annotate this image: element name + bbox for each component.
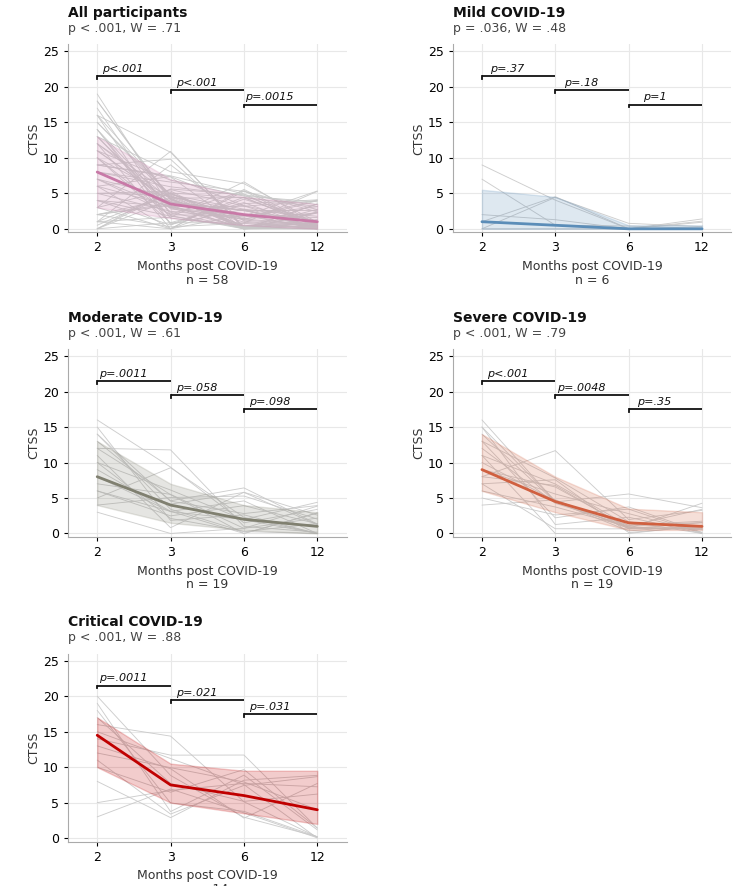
Text: p<.001: p<.001 [103, 64, 143, 74]
Text: p=.35: p=.35 [637, 397, 672, 408]
Text: n = 58: n = 58 [186, 274, 228, 287]
Text: p=.098: p=.098 [249, 397, 290, 408]
X-axis label: Months post COVID-19: Months post COVID-19 [137, 869, 277, 882]
Text: p < .001, W = .71: p < .001, W = .71 [68, 22, 181, 35]
Text: p=.058: p=.058 [176, 383, 217, 393]
Text: n = 19: n = 19 [186, 579, 228, 592]
Text: p=.0011: p=.0011 [99, 673, 147, 683]
Y-axis label: CTSS: CTSS [27, 427, 40, 459]
Text: p = .036, W = .48: p = .036, W = .48 [452, 22, 566, 35]
Text: p=.0048: p=.0048 [556, 383, 605, 393]
Text: Moderate COVID-19: Moderate COVID-19 [68, 310, 222, 324]
Text: p=.0015: p=.0015 [245, 92, 294, 103]
X-axis label: Months post COVID-19: Months post COVID-19 [137, 564, 277, 578]
Text: All participants: All participants [68, 6, 187, 19]
Text: p=.031: p=.031 [249, 702, 290, 711]
X-axis label: Months post COVID-19: Months post COVID-19 [137, 260, 277, 273]
Text: p=1: p=1 [642, 92, 666, 103]
Y-axis label: CTSS: CTSS [412, 427, 425, 459]
Text: n = 19: n = 19 [571, 579, 613, 592]
Text: p=.0011: p=.0011 [99, 369, 147, 379]
Text: Severe COVID-19: Severe COVID-19 [452, 310, 587, 324]
X-axis label: Months post COVID-19: Months post COVID-19 [522, 260, 662, 273]
Y-axis label: CTSS: CTSS [27, 732, 40, 764]
Y-axis label: CTSS: CTSS [27, 122, 40, 154]
Text: p < .001, W = .79: p < .001, W = .79 [452, 327, 566, 339]
Text: p<.001: p<.001 [176, 78, 217, 89]
Text: Mild COVID-19: Mild COVID-19 [452, 6, 565, 19]
Text: p=.37: p=.37 [491, 64, 525, 74]
Text: p < .001, W = .61: p < .001, W = .61 [68, 327, 181, 339]
Text: p<.001: p<.001 [487, 369, 529, 379]
Text: n = 14: n = 14 [186, 883, 228, 886]
Text: Critical COVID-19: Critical COVID-19 [68, 615, 203, 629]
Text: p=.18: p=.18 [564, 78, 598, 89]
X-axis label: Months post COVID-19: Months post COVID-19 [522, 564, 662, 578]
Text: p=.021: p=.021 [176, 688, 217, 697]
Y-axis label: CTSS: CTSS [412, 122, 425, 154]
Text: p < .001, W = .88: p < .001, W = .88 [68, 631, 181, 644]
Text: n = 6: n = 6 [575, 274, 609, 287]
